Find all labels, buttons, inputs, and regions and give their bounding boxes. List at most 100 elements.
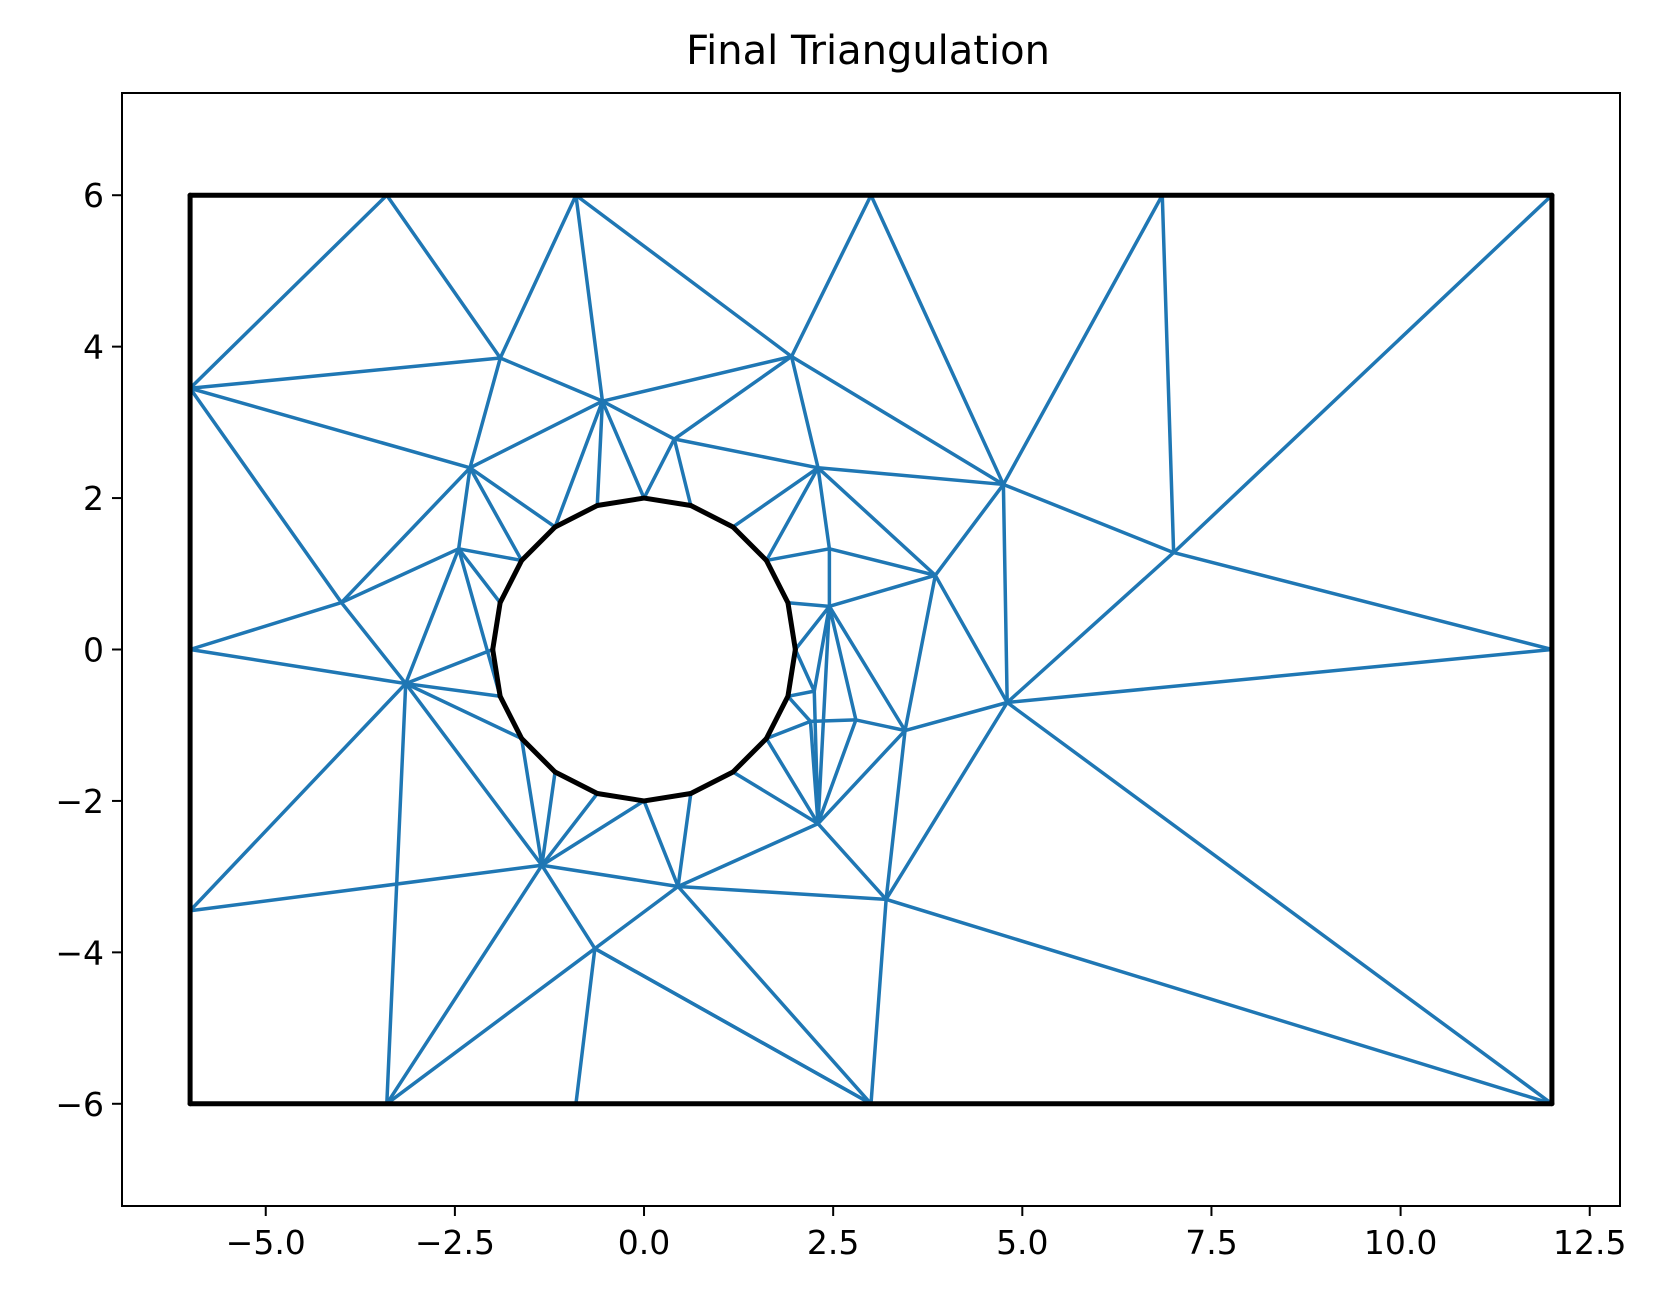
mesh-edge <box>593 946 873 1106</box>
y-tick-label: 2 <box>83 479 104 518</box>
mesh-edge <box>786 600 832 609</box>
y-axis-ticks: 6 4 2 0 −2 −4 −6 <box>55 176 122 1124</box>
mesh-edge <box>816 728 907 826</box>
mesh-edge <box>540 863 680 889</box>
boundary-edge <box>688 502 736 530</box>
y-tick-label: −4 <box>55 933 104 972</box>
mesh-edge <box>519 736 544 868</box>
mesh-edge <box>188 600 344 652</box>
mesh-edge <box>764 547 832 563</box>
mesh-edge <box>1005 550 1176 705</box>
x-tick-label: −2.5 <box>415 1223 495 1262</box>
boundary-edge <box>497 693 525 742</box>
boundary-edge <box>785 600 798 652</box>
plot-frame <box>121 92 1621 1207</box>
mesh-edge <box>339 547 461 605</box>
mesh-edge <box>600 399 677 441</box>
mesh-edge <box>1001 193 1165 487</box>
mesh-edge <box>456 547 502 699</box>
mesh-edge <box>339 466 472 605</box>
mesh-edge <box>764 466 820 563</box>
boundary-edge <box>519 736 558 775</box>
boundary-edge <box>641 495 694 508</box>
mesh-edge <box>188 863 544 913</box>
x-tick-label: 2.5 <box>807 1223 859 1262</box>
mesh-edge <box>456 547 524 563</box>
mesh-edge <box>593 884 680 951</box>
mesh-edge <box>786 689 817 699</box>
mesh-edge <box>456 466 472 551</box>
boundary-edge <box>490 600 503 652</box>
boundary-edge <box>519 524 558 563</box>
mesh-edge <box>468 466 524 563</box>
boundary-edge <box>490 647 503 699</box>
mesh-edge <box>903 700 1009 733</box>
mesh-edge <box>403 681 524 741</box>
mesh-edge <box>884 728 907 902</box>
mesh-edge <box>764 719 813 741</box>
mesh-edge <box>574 193 794 359</box>
mesh-edge <box>816 466 832 551</box>
mesh-edge <box>869 897 888 1106</box>
boundary-edge <box>594 495 647 508</box>
mesh-edge <box>827 573 938 609</box>
boundary-edge <box>594 791 647 804</box>
mesh-edge <box>385 946 597 1106</box>
mesh-edge <box>764 736 820 826</box>
mesh-edges <box>188 193 1554 1106</box>
mesh-edge <box>731 770 820 826</box>
mesh-edge <box>827 604 858 722</box>
mesh-edge <box>595 399 605 508</box>
mesh-edge <box>468 356 503 470</box>
mesh-edge <box>574 946 597 1106</box>
mesh-edge <box>676 791 693 889</box>
x-tick-label: −5.0 <box>226 1223 306 1262</box>
y-tick-label: 4 <box>83 328 104 367</box>
mesh-edge <box>540 770 557 868</box>
x-tick-label: 10.0 <box>1364 1223 1437 1262</box>
mesh-edge <box>385 863 544 1106</box>
y-tick-label: 6 <box>83 176 104 215</box>
boundary-edge <box>552 502 600 530</box>
boundary-edge <box>730 736 769 775</box>
mesh-edge <box>188 386 344 605</box>
boundary-edge <box>552 769 600 797</box>
mesh-edge <box>188 647 408 686</box>
x-tick-label: 5.0 <box>996 1223 1048 1262</box>
mesh-edge <box>600 354 794 403</box>
mesh-edge <box>812 689 820 826</box>
mesh-edge <box>903 573 938 733</box>
mesh-edge <box>553 399 605 529</box>
boundary-edge <box>641 791 694 804</box>
mesh-edge <box>540 863 597 951</box>
mesh-edge <box>854 718 907 733</box>
mesh-edge <box>793 604 832 652</box>
mesh-edge <box>672 437 693 508</box>
mesh-edge <box>540 799 646 868</box>
mesh-edge <box>676 821 820 889</box>
mesh-edge <box>403 681 544 868</box>
boundary-edge <box>763 693 791 742</box>
boundary-edge <box>785 647 798 699</box>
mesh-edge <box>642 437 677 500</box>
mesh-edge <box>403 647 495 686</box>
mesh-edge <box>789 354 1006 487</box>
mesh-edge <box>793 647 817 693</box>
boundary-edge <box>688 769 736 797</box>
mesh-edge <box>403 681 502 699</box>
mesh-edge <box>188 356 503 391</box>
mesh-edge <box>884 897 1554 1106</box>
mesh-edge <box>642 799 680 889</box>
mesh-edge <box>676 884 888 902</box>
mesh-edge <box>672 437 820 470</box>
mesh-edge <box>600 399 646 500</box>
mesh-edge <box>789 354 820 470</box>
mesh-edge <box>676 884 873 1106</box>
mesh-edge <box>498 356 605 403</box>
mesh-edge <box>816 718 858 826</box>
mesh-edge <box>468 466 557 529</box>
domain-boundary <box>187 192 1555 1107</box>
mesh-edge <box>1171 550 1554 652</box>
mesh-edge <box>385 681 408 1106</box>
